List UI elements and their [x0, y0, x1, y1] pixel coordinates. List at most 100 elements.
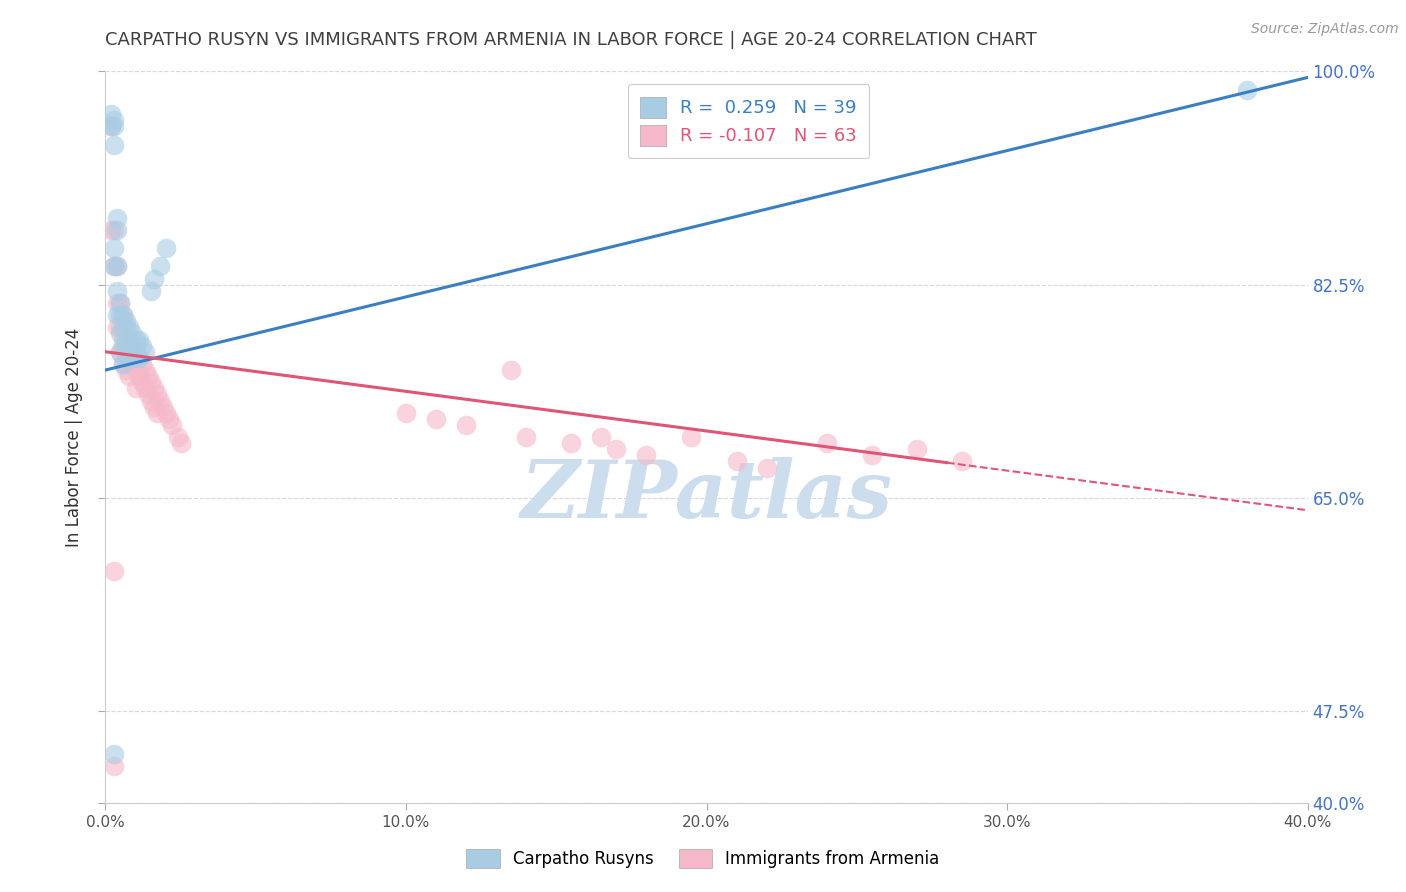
Point: [636, 449, 658, 463]
Point: [501, 363, 523, 377]
Point: [515, 430, 537, 444]
Text: CARPATHO RUSYN VS IMMIGRANTS FROM ARMENIA IN LABOR FORCE | AGE 20-24 CORRELATION: CARPATHO RUSYN VS IMMIGRANTS FROM ARMENI…: [105, 31, 1038, 49]
Point: [107, 284, 129, 298]
Point: [110, 308, 132, 322]
Point: [142, 271, 165, 285]
Point: [124, 351, 146, 365]
Point: [166, 430, 188, 444]
Text: ZIPatlas: ZIPatlas: [520, 457, 893, 534]
Point: [100, 120, 122, 134]
Point: [145, 387, 167, 401]
Point: [112, 320, 135, 334]
Point: [112, 357, 135, 371]
Point: [110, 344, 132, 359]
Point: [103, 747, 125, 761]
Point: [107, 308, 129, 322]
Point: [560, 436, 582, 450]
Point: [160, 417, 183, 432]
Point: [815, 436, 838, 450]
Point: [107, 320, 129, 334]
Point: [157, 412, 180, 426]
Point: [128, 351, 150, 365]
Point: [118, 369, 141, 384]
Point: [148, 393, 170, 408]
Point: [131, 357, 153, 371]
Point: [118, 351, 141, 365]
Point: [107, 260, 129, 274]
Point: [169, 436, 191, 450]
Point: [139, 284, 162, 298]
Point: [103, 223, 125, 237]
Point: [103, 120, 125, 134]
Point: [121, 357, 143, 371]
Point: [112, 339, 135, 353]
Point: [124, 363, 146, 377]
Point: [115, 363, 138, 377]
Point: [152, 400, 174, 414]
Point: [425, 412, 447, 426]
Point: [139, 393, 162, 408]
Point: [110, 326, 132, 341]
Point: [605, 442, 627, 457]
Point: [134, 381, 156, 395]
Point: [121, 344, 143, 359]
Point: [131, 376, 153, 390]
Point: [110, 344, 132, 359]
Point: [103, 113, 125, 128]
Point: [100, 107, 122, 121]
Point: [112, 308, 135, 322]
Point: [155, 241, 177, 255]
Point: [128, 351, 150, 365]
Point: [755, 460, 778, 475]
Point: [725, 454, 748, 468]
Point: [950, 454, 973, 468]
Point: [110, 320, 132, 334]
Point: [124, 344, 146, 359]
Point: [145, 406, 167, 420]
Point: [155, 406, 177, 420]
Point: [110, 296, 132, 310]
Y-axis label: In Labor Force | Age 20-24: In Labor Force | Age 20-24: [65, 327, 83, 547]
Point: [110, 296, 132, 310]
Point: [148, 260, 170, 274]
Point: [103, 260, 125, 274]
Point: [107, 223, 129, 237]
Point: [115, 351, 138, 365]
Point: [103, 759, 125, 773]
Point: [131, 339, 153, 353]
Point: [142, 400, 165, 414]
Legend: R =  0.259   N = 39, R = -0.107   N = 63: R = 0.259 N = 39, R = -0.107 N = 63: [627, 84, 869, 158]
Point: [103, 241, 125, 255]
Point: [142, 381, 165, 395]
Point: [136, 369, 159, 384]
Point: [681, 430, 703, 444]
Point: [454, 417, 477, 432]
Point: [112, 357, 135, 371]
Point: [107, 211, 129, 225]
Point: [591, 430, 613, 444]
Point: [121, 339, 143, 353]
Point: [107, 296, 129, 310]
Point: [905, 442, 928, 457]
Point: [100, 120, 122, 134]
Point: [118, 339, 141, 353]
Point: [115, 333, 138, 347]
Point: [115, 344, 138, 359]
Point: [124, 381, 146, 395]
Point: [860, 449, 883, 463]
Point: [395, 406, 418, 420]
Point: [128, 333, 150, 347]
Point: [112, 308, 135, 322]
Point: [134, 363, 156, 377]
Point: [115, 314, 138, 328]
Point: [134, 344, 156, 359]
Point: [103, 137, 125, 152]
Point: [103, 260, 125, 274]
Point: [100, 223, 122, 237]
Point: [124, 333, 146, 347]
Point: [118, 320, 141, 334]
Point: [1236, 83, 1258, 97]
Point: [118, 333, 141, 347]
Point: [112, 333, 135, 347]
Point: [139, 376, 162, 390]
